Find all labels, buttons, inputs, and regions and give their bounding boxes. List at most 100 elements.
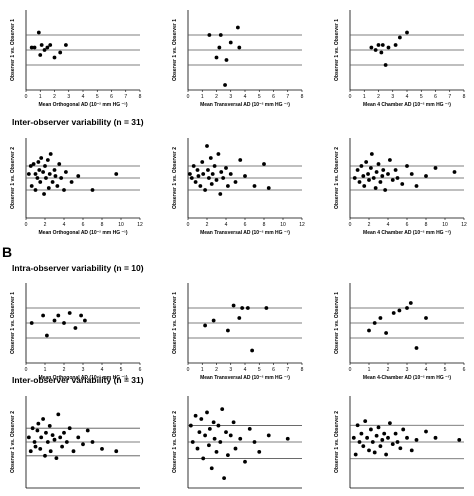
data-point <box>216 423 221 428</box>
data-point <box>41 170 45 174</box>
data-point <box>214 55 219 60</box>
x-tick-label: 8 <box>301 94 304 100</box>
data-point <box>383 188 388 192</box>
x-tick-label: 4 <box>101 367 104 373</box>
data-point <box>39 156 44 160</box>
data-point <box>62 188 66 192</box>
data-point <box>73 326 78 330</box>
data-point <box>55 184 60 188</box>
x-tick-label: 10 <box>118 222 124 228</box>
data-point <box>391 311 396 315</box>
data-point <box>193 413 198 418</box>
section-letter-b: B <box>2 244 13 260</box>
data-point <box>369 45 374 50</box>
data-point <box>211 318 216 323</box>
x-tick-label: 8 <box>301 367 304 373</box>
x-tick-label: 2 <box>387 367 390 373</box>
x-tick-label: 1 <box>368 367 371 373</box>
chart-b-inter-4chamber: Observer 1 vs. Observer 2 <box>324 388 474 496</box>
x-tick-label: 1 <box>201 367 204 373</box>
data-point <box>100 447 104 451</box>
x-axis-label: Mean Orthogonal AD (10⁻² mm HG ⁻¹) <box>39 102 128 108</box>
data-point <box>198 184 203 188</box>
x-tick-label: 0 <box>25 94 28 100</box>
data-point <box>85 428 90 433</box>
data-point <box>207 443 211 448</box>
chart-svg: 0 1 2 3 4 5 6 7 8 Mean Transversal AD (10⁻² mm HG… <box>172 10 304 108</box>
data-point <box>190 440 195 444</box>
data-point <box>365 435 369 440</box>
data-point <box>222 476 226 481</box>
data-point <box>393 43 398 47</box>
data-point <box>235 25 240 30</box>
data-point <box>205 144 209 148</box>
x-tick-label: 6 <box>139 367 142 373</box>
data-point <box>405 164 409 168</box>
x-tick-label: 5 <box>258 367 261 373</box>
data-point <box>395 176 400 180</box>
x-tick-label: 6 <box>434 94 437 100</box>
data-point <box>243 174 247 178</box>
data-point <box>67 426 72 431</box>
data-point <box>211 420 216 425</box>
chart-svg: 0 2 4 6 8 10 12 Mean Transversal AD (10⁻² mm HG… <box>172 138 305 236</box>
heading-b-inter: Inter-observer variability (n = 31) <box>12 375 144 385</box>
x-tick-label: 6 <box>110 94 113 100</box>
data-point <box>48 43 53 47</box>
data-point <box>369 427 373 432</box>
data-point <box>373 48 378 52</box>
x-axis-label: Mean Orthogonal AD (10⁻² mm HG ⁻¹) <box>39 375 128 381</box>
data-point <box>45 158 50 162</box>
x-tick-label: 2 <box>377 94 380 100</box>
data-point <box>405 306 409 310</box>
data-point <box>397 35 402 40</box>
data-point <box>388 158 392 162</box>
data-point <box>54 456 59 460</box>
data-point <box>351 435 356 440</box>
chart-svg: Observer 1 vs. Observer 2 <box>334 396 464 489</box>
data-point <box>390 442 395 446</box>
x-tick-label: 3 <box>406 367 409 373</box>
data-point <box>212 436 217 441</box>
data-point <box>39 435 44 440</box>
data-point <box>195 446 200 451</box>
data-point <box>395 440 400 444</box>
y-axis-label: Observer 1 vs. Observer 2 <box>334 411 340 473</box>
data-point <box>400 182 405 186</box>
data-point <box>31 162 36 166</box>
x-tick-label: 5 <box>258 94 261 100</box>
data-point <box>361 444 366 449</box>
data-point <box>114 172 119 176</box>
x-tick-label: 5 <box>96 94 99 100</box>
data-point <box>233 180 238 184</box>
data-point <box>59 176 64 180</box>
x-axis-label: Mean 4 Chamber AD (10⁻² mm HG ⁻¹) <box>363 230 451 236</box>
data-point <box>228 433 233 438</box>
data-point <box>367 448 371 453</box>
data-point <box>228 40 233 45</box>
data-point <box>264 306 269 310</box>
data-point <box>32 440 37 444</box>
y-axis-label: Observer 1 vs. Observer 1 <box>334 292 340 354</box>
data-point <box>48 152 53 156</box>
data-point <box>357 180 362 184</box>
y-axis-label: Observer 1 vs. Observer 2 <box>172 147 178 209</box>
x-tick-label: 0 <box>349 367 352 373</box>
data-point <box>38 447 43 451</box>
data-point <box>69 180 74 184</box>
data-point <box>52 437 57 442</box>
data-point <box>209 182 214 186</box>
data-point <box>45 440 50 444</box>
data-point <box>376 162 381 166</box>
x-tick-label: 1 <box>44 367 47 373</box>
data-point <box>240 306 245 310</box>
data-point <box>231 420 236 425</box>
data-point <box>90 440 95 444</box>
x-axis-label: Mean 4 Chamber AD (10⁻² mm HG ⁻¹) <box>363 102 451 108</box>
x-tick-label: 8 <box>425 222 428 228</box>
data-point <box>226 453 230 458</box>
chart-svg: 0 2 4 6 8 10 12 Mean Orthogonal AD (10⁻² mm HG … <box>10 138 143 236</box>
data-point <box>43 453 47 458</box>
data-point <box>52 168 57 172</box>
x-tick-label: 12 <box>299 222 305 228</box>
